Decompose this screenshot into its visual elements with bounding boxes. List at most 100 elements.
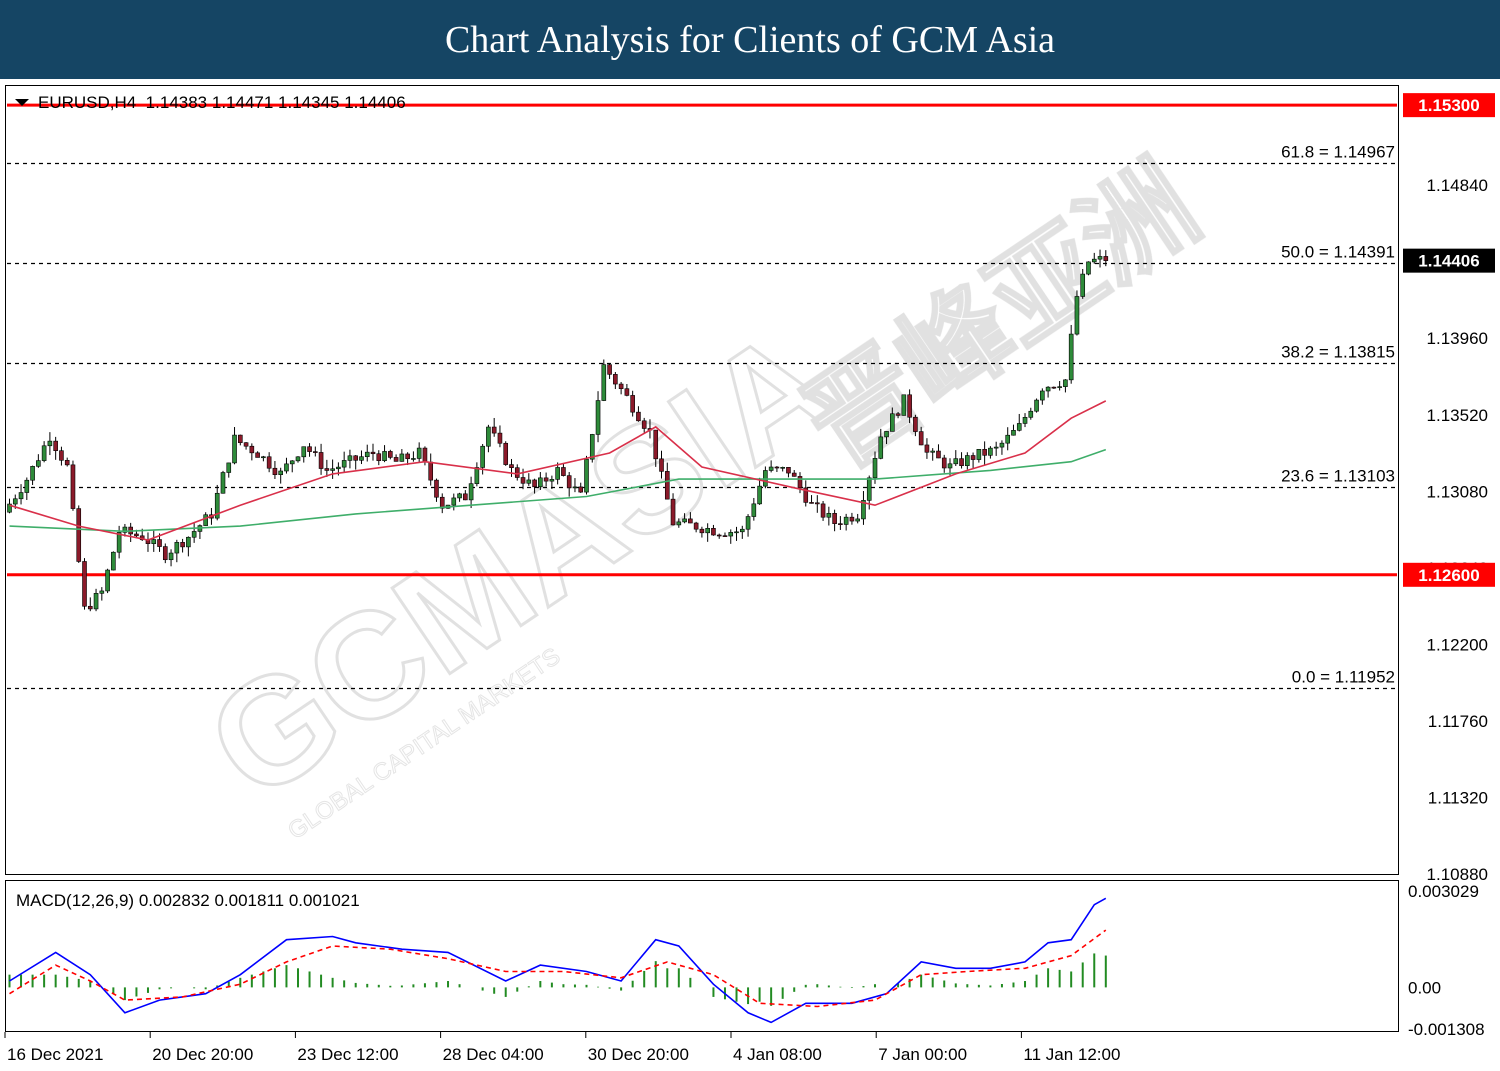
candle-body	[313, 451, 318, 453]
candle-body	[243, 442, 249, 447]
candle-body	[705, 528, 710, 534]
candle-body	[589, 434, 595, 460]
candle-body	[422, 447, 428, 463]
candle-body	[826, 513, 832, 518]
price-axis-tick: 1.14840	[1427, 176, 1488, 195]
candle-body	[988, 447, 993, 456]
candle-body	[699, 528, 705, 534]
candle-body	[820, 503, 826, 518]
candle-body	[180, 542, 185, 548]
candle-body	[76, 508, 82, 562]
time-axis-tick: 30 Dec 20:00	[588, 1045, 689, 1064]
candle-body	[549, 479, 555, 482]
candle-body	[220, 472, 226, 494]
candle-body	[791, 472, 797, 477]
candle-body	[24, 479, 30, 493]
candle-body	[797, 476, 803, 489]
candle-body	[261, 456, 266, 459]
macd-signal-line	[9, 929, 1107, 1008]
candle-body	[1103, 256, 1109, 261]
candle-body	[838, 523, 843, 525]
candle-body	[1045, 386, 1051, 392]
candle-body	[64, 460, 70, 466]
candle-body	[87, 605, 93, 610]
candle-body	[232, 434, 237, 464]
candle-body	[474, 467, 480, 484]
candle-body	[480, 445, 485, 468]
candle-body	[157, 539, 162, 547]
candle-body	[965, 455, 970, 466]
candle-body	[688, 518, 693, 524]
candle-body	[295, 456, 301, 462]
candle-body	[1068, 333, 1074, 381]
fib-level-label: 61.8 = 1.14967	[1281, 143, 1395, 162]
price-axis-tick: 1.11760	[1428, 712, 1488, 731]
candle-body	[1051, 386, 1057, 389]
candle-body	[814, 502, 820, 505]
candle-body	[624, 388, 630, 396]
candle-body	[1005, 434, 1011, 444]
candle-body	[486, 426, 491, 447]
price-panel-frame	[5, 85, 1399, 875]
candle-body	[999, 442, 1005, 448]
candle-body	[105, 569, 110, 592]
banner: Chart Analysis for Clients of GCM Asia	[0, 0, 1500, 79]
candle-body	[757, 485, 762, 505]
candle-body	[122, 526, 128, 533]
candle-body	[907, 394, 912, 418]
candle-body	[959, 458, 964, 466]
candle-body	[93, 593, 99, 610]
candle-body	[359, 456, 364, 461]
price-axis-tick: 1.11320	[1428, 788, 1488, 807]
candle-body	[12, 498, 18, 505]
candle-body	[566, 475, 572, 489]
candle-body	[324, 468, 330, 471]
candle-body	[451, 497, 457, 506]
candle-body	[803, 487, 809, 503]
candle-body	[884, 431, 889, 438]
candle-body	[613, 374, 618, 385]
candle-body	[809, 502, 814, 504]
candle-body	[520, 477, 526, 484]
candle-body	[1097, 256, 1103, 260]
candle-body	[601, 364, 607, 401]
candle-body	[982, 448, 987, 456]
candle-body	[168, 552, 174, 561]
candle-body	[745, 516, 751, 530]
price-header: EURUSD,H4 1.14383 1.14471 1.14345 1.1440…	[38, 93, 406, 112]
candle-body	[416, 447, 422, 459]
candle-body	[861, 500, 866, 520]
fib-level-label: 0.0 = 1.11952	[1292, 668, 1395, 687]
candle-body	[289, 460, 295, 465]
candle-body	[786, 467, 791, 474]
candle-body	[47, 440, 53, 447]
candle-body	[751, 503, 757, 517]
candle-body	[728, 532, 734, 537]
candle-body	[70, 464, 76, 509]
candle-body	[370, 451, 376, 455]
candle-body	[930, 450, 936, 453]
candle-body	[341, 460, 347, 468]
candle-body	[1091, 258, 1097, 263]
candle-body	[457, 493, 462, 499]
banner-title: Chart Analysis for Clients of GCM Asia	[444, 18, 1056, 61]
support-tag-text: 1.12600	[1418, 566, 1479, 585]
macd-axis-tick: 0.00	[1408, 978, 1441, 997]
time-axis-tick: 28 Dec 04:00	[443, 1045, 544, 1064]
candle-body	[509, 464, 514, 469]
candle-body	[774, 466, 780, 469]
candle-body	[278, 470, 283, 475]
time-axis-tick: 11 Jan 12:00	[1023, 1045, 1120, 1064]
candle-body	[843, 516, 849, 525]
candle-body	[36, 460, 41, 467]
candle-body	[918, 431, 924, 446]
candle-body	[376, 453, 382, 461]
candle-body	[618, 383, 624, 390]
candle-body	[693, 522, 699, 530]
candle-body	[59, 450, 64, 461]
candle-body	[388, 451, 393, 458]
candle-body	[1034, 399, 1039, 412]
candle-body	[134, 533, 139, 537]
dropdown-triangle-icon[interactable]	[15, 99, 29, 106]
candle-body	[463, 493, 468, 501]
